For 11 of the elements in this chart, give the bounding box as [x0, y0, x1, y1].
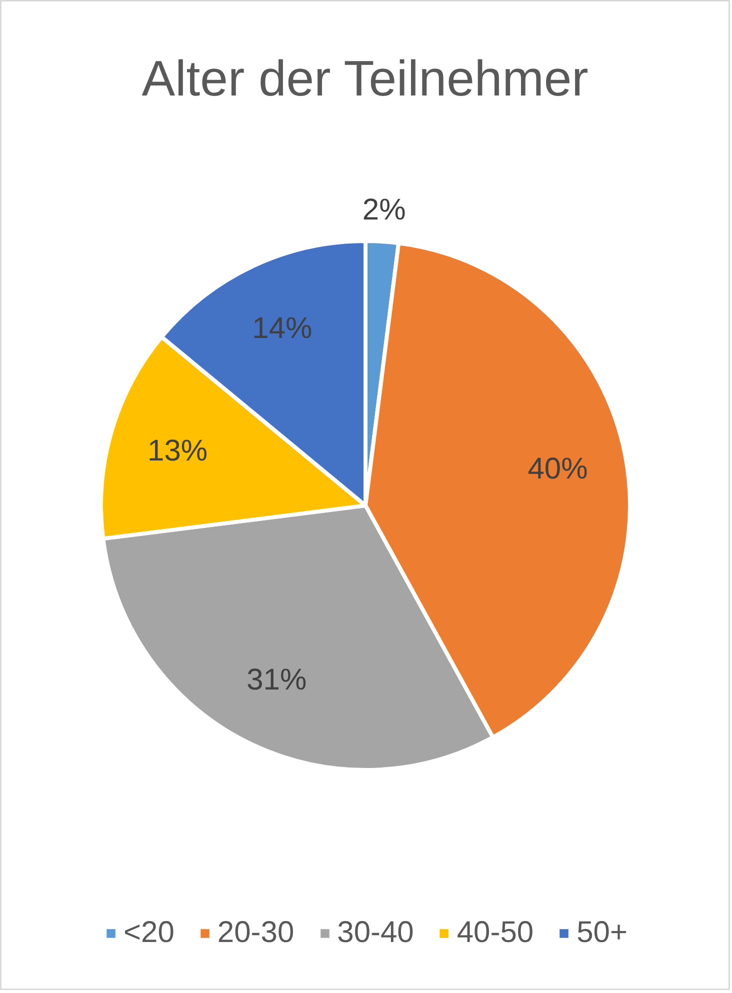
data-label: 31% — [246, 663, 307, 696]
chart-title: Alter der Teilnehmer — [142, 50, 588, 106]
legend-label: 30-40 — [337, 916, 414, 950]
legend-label: 40-50 — [456, 916, 534, 950]
data-label: 40% — [528, 452, 588, 486]
data-label: 14% — [252, 312, 312, 345]
data-label: 13% — [148, 434, 208, 468]
legend-label: <20 — [124, 916, 174, 950]
legend-label: 20-30 — [217, 916, 294, 950]
legend-label: 50+ — [576, 916, 628, 950]
data-label: 2% — [362, 193, 406, 226]
